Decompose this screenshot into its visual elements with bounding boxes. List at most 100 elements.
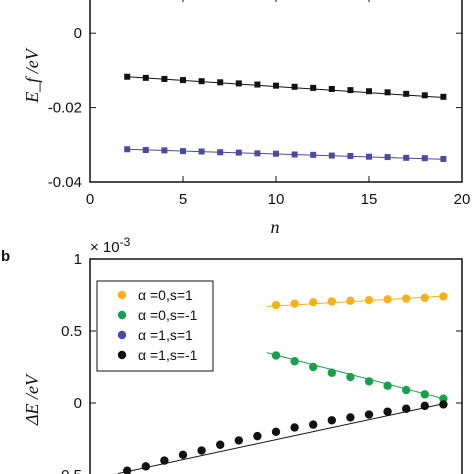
panel-b-legend: α =0,s=1 α =0,s=-1 α =1,s=1 α =1,s=-1 xyxy=(96,280,214,372)
panel-b-series4-point xyxy=(234,436,243,445)
panel-b-series4-point xyxy=(290,423,299,432)
panel-a-x-axis-label: n xyxy=(271,217,280,237)
panel-a-series1-point xyxy=(124,73,131,80)
panel-a-series2-point xyxy=(161,147,168,154)
panel-a-series1-point xyxy=(384,89,391,96)
panel-a-series2-point xyxy=(198,148,205,155)
panel-b-series4-point xyxy=(364,410,374,419)
panel-a-x-tick-label: 10 xyxy=(268,191,285,208)
panel-b-series4-point xyxy=(160,456,169,465)
legend-label: α =1,s=-1 xyxy=(138,347,198,363)
panel-a-fit-lines xyxy=(127,76,444,160)
panel-a-series1-point xyxy=(347,87,354,94)
panel-b-series4-point xyxy=(309,420,318,429)
panel-a-series1-point xyxy=(366,88,372,95)
panel-b-series2-point xyxy=(309,362,318,372)
panel-b-series2-point xyxy=(346,372,355,382)
panel-b-series4-point xyxy=(271,427,281,436)
panel-b-series1-point xyxy=(346,296,355,305)
panel-b-series2-point xyxy=(271,351,281,360)
panel-b-y-tick-label: 1 xyxy=(74,251,82,268)
panel-a-y-tick-label: -0.02 xyxy=(48,100,82,117)
panel-b-multiplier-exp: -3 xyxy=(120,235,131,249)
panel-a-series1-point xyxy=(180,77,186,84)
panel-a-series1-point xyxy=(217,79,224,86)
legend-label: α =1,s=1 xyxy=(138,327,193,343)
panel-b-y-tick-label: -0.5 xyxy=(56,467,82,474)
panel-a-series1-point xyxy=(310,84,317,91)
panel-b-markers xyxy=(123,292,448,474)
panel-b-series4-point xyxy=(178,450,188,460)
panel-a-ticks: 0 5 10 15 20 0 -0.02 -0.04 xyxy=(48,0,471,208)
panel-a-series2-point xyxy=(291,151,298,158)
panel-b-series1-point xyxy=(364,295,374,305)
panel-a-series1-point xyxy=(235,80,242,87)
legend-label: α =0,s=-1 xyxy=(138,307,198,323)
panel-b-series4-point xyxy=(216,440,225,449)
panel-b-series4-point xyxy=(402,404,411,413)
panel-a-series2-point xyxy=(347,152,354,159)
panel-b-series4-point xyxy=(197,446,206,455)
panel-b-series1-point xyxy=(420,293,429,303)
panel-a-fit-line xyxy=(127,148,444,160)
legend-marker xyxy=(117,290,127,300)
panel-a-series2-point xyxy=(124,146,131,153)
panel-a-series1-point xyxy=(291,83,298,90)
panel-a-series2-point xyxy=(254,150,261,157)
panel-a-series2-point xyxy=(142,147,149,154)
panel-a-fit-line xyxy=(127,76,444,99)
panel-b-series4-point xyxy=(327,416,336,425)
legend-box xyxy=(96,280,214,372)
panel-b-multiplier-base: × 10 xyxy=(90,239,120,256)
panel-b-series4-point xyxy=(346,413,355,422)
panel-a-series2-point xyxy=(180,148,186,155)
panel-a-series2-point xyxy=(403,154,410,161)
panel-a-series2-point xyxy=(421,155,428,162)
panel-b-ticks: 1 0.5 0 -0.5 xyxy=(56,251,462,474)
panel-a-series1-point xyxy=(440,93,447,100)
panel-a-x-tick-label: 15 xyxy=(361,191,378,208)
panel-a-series1-point xyxy=(403,90,410,97)
panel-b-y-tick-label: 0.5 xyxy=(61,323,82,340)
panel-b-multiplier: × 10-3 xyxy=(90,235,131,256)
panel-a-series2-point xyxy=(440,155,447,162)
panel-a-x-tick-label: 0 xyxy=(86,191,94,208)
panel-b-series2-point xyxy=(420,390,429,399)
panel-b-series2-point xyxy=(364,377,374,386)
panel-b-label: b xyxy=(1,248,10,265)
panel-b-series2-point xyxy=(327,368,336,377)
panel-a-y-tick-label: 0 xyxy=(74,25,82,42)
panel-a-x-tick-label: 20 xyxy=(454,191,471,208)
legend-marker xyxy=(117,310,127,320)
legend-label: α =0,s=1 xyxy=(138,287,193,303)
panel-a-series2-point xyxy=(328,152,335,159)
panel-b-series1-point xyxy=(290,299,299,308)
legend-marker xyxy=(117,350,127,360)
panel-b-series2-point xyxy=(290,357,299,366)
panel-b-y-axis-label: ΔE /eV xyxy=(22,373,42,426)
panel-b-y-tick-label: 0 xyxy=(74,395,82,412)
panel-b-series4-point xyxy=(141,462,150,471)
panel-a-y-axis-label: E_f /eV xyxy=(22,47,42,103)
panel-b: b × 10-3 10.50-0.5 ΔE /eV α =0,s=1α =0,s… xyxy=(1,235,463,474)
panel-b-series4-point xyxy=(420,401,429,411)
panel-b-series1-point xyxy=(402,294,411,303)
panel-b-series1-point xyxy=(327,297,336,306)
panel-b-series2-point xyxy=(439,394,448,403)
panel-a-series2-point xyxy=(366,153,372,160)
panel-a-series2-point xyxy=(384,154,391,161)
panel-a-series2-point xyxy=(235,149,242,156)
legend-marker xyxy=(117,330,127,340)
panel-a-series2-point xyxy=(310,151,317,158)
panel-a-series1-point xyxy=(421,92,428,99)
panel-a-series2-point xyxy=(273,150,279,157)
panel-a-markers xyxy=(124,73,447,162)
panel-b-series1-point xyxy=(439,292,448,301)
panel-b-series2-point xyxy=(402,385,411,395)
panel-a: 0 5 10 15 20 0 -0.02 -0.04 E_f /eV n xyxy=(22,0,470,237)
panel-b-series2-point xyxy=(383,381,392,390)
panel-a-series2-point xyxy=(217,149,224,156)
panel-b-series1-point xyxy=(309,298,318,307)
panel-a-series1-point xyxy=(328,86,335,92)
